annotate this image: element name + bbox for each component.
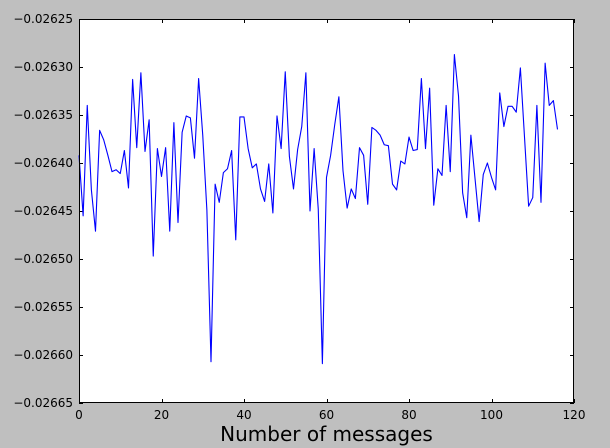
tick-labels: 0 20 40 60 80 100 120 −0.02665 −0.02660 −0.02655 −… [13, 12, 585, 422]
y-tick-label: −0.02640 [13, 156, 73, 170]
y-tick-label: −0.02645 [13, 204, 73, 218]
x-tick-label: 80 [401, 408, 416, 422]
y-tick-label: −0.02660 [13, 348, 73, 362]
plot-frame [79, 19, 574, 403]
y-tick-label: −0.02630 [13, 60, 73, 74]
y-tick-label: −0.02655 [13, 300, 73, 314]
x-tick-label: 120 [563, 408, 586, 422]
y-tick-label: −0.02635 [13, 108, 73, 122]
x-tick-label: 60 [319, 408, 334, 422]
y-tick-label: −0.02625 [13, 12, 73, 26]
x-tick-label: 40 [236, 408, 251, 422]
y-tick-label: −0.02665 [13, 396, 73, 410]
x-axis-label: Number of messages [220, 422, 433, 446]
x-tick-label: 0 [75, 408, 83, 422]
x-tick-label: 20 [154, 408, 169, 422]
x-tick-label: 100 [480, 408, 503, 422]
series-line [78, 53, 559, 365]
plot-area [79, 19, 574, 403]
y-tick-label: −0.02650 [13, 252, 73, 266]
